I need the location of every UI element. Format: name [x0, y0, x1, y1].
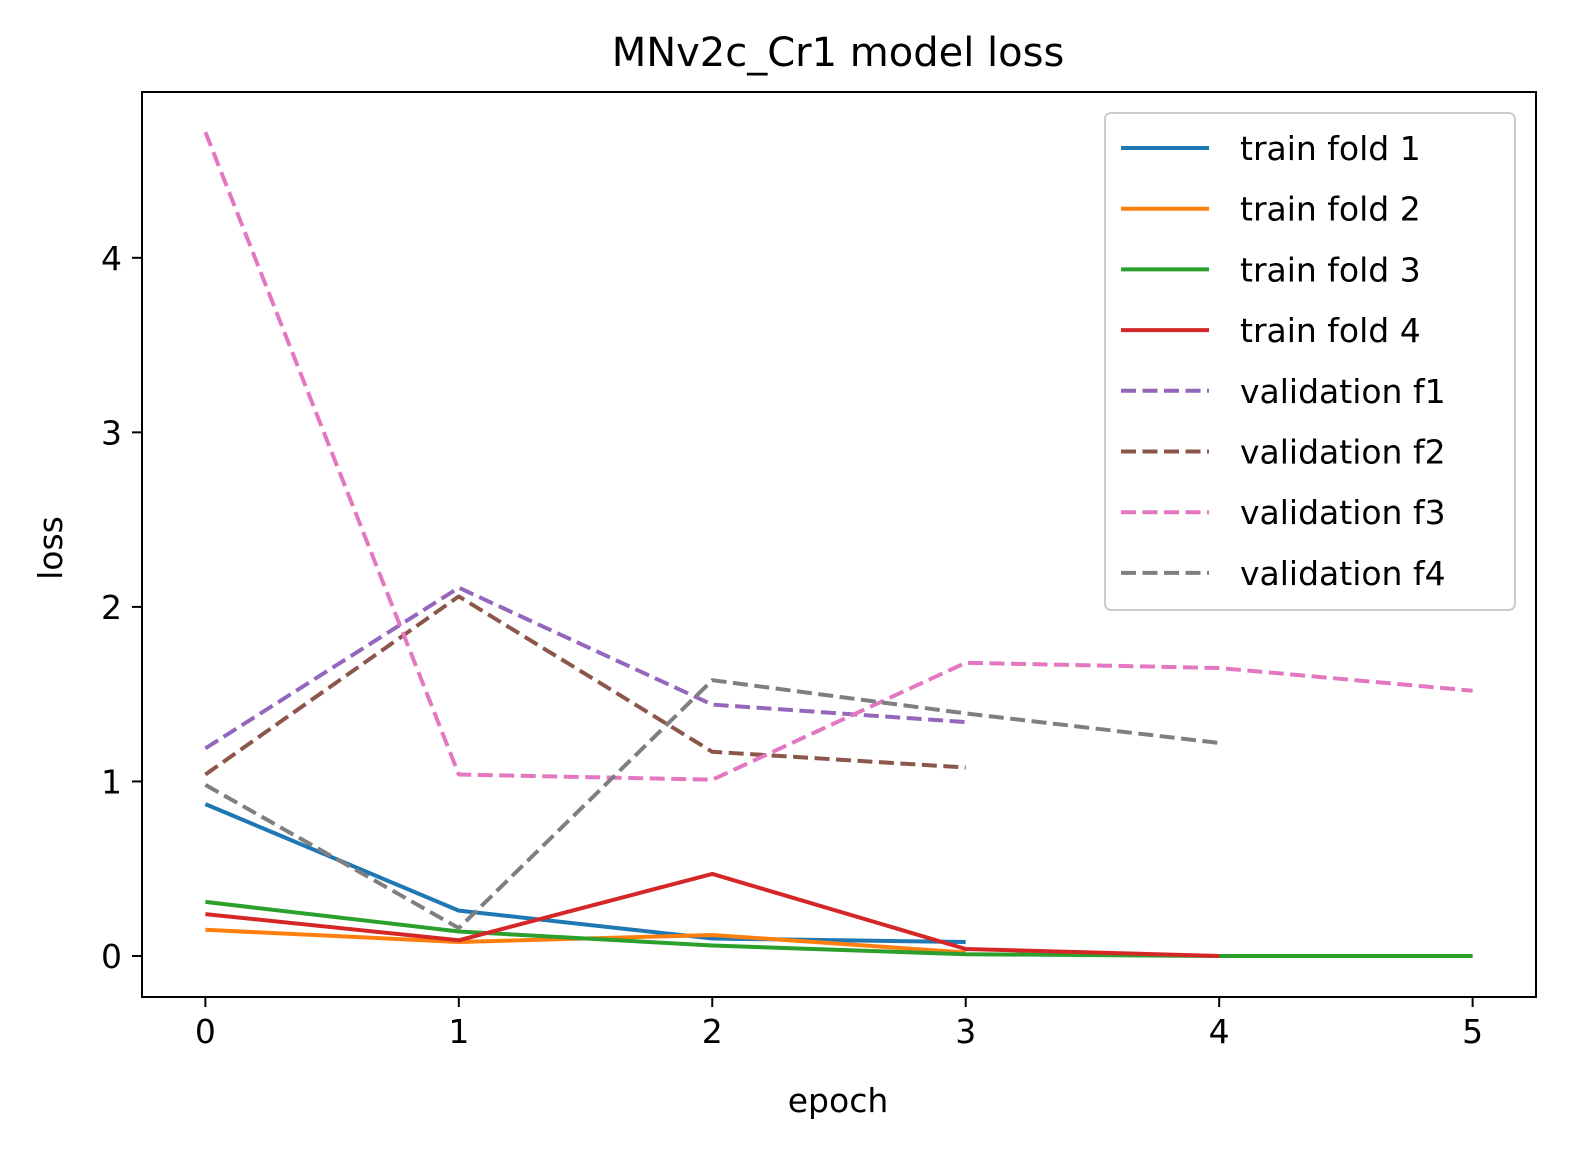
y-tick-label: 2 [101, 588, 122, 627]
x-tick-label: 2 [702, 1012, 723, 1051]
series-line-validation-f4 [204, 678, 1220, 931]
y-tick-label: 3 [101, 413, 122, 452]
legend-label-validation-f4: validation f4 [1240, 554, 1446, 593]
series-line-train-fold-4 [205, 871, 1220, 958]
legend-label-train-fold-3: train fold 3 [1240, 250, 1421, 289]
series-layer [203, 131, 1473, 958]
legend-label-validation-f2: validation f2 [1240, 433, 1446, 472]
legend-box [1104, 112, 1516, 611]
plot-frame [141, 91, 1537, 998]
x-tick-label: 5 [1462, 1012, 1483, 1051]
legend-label-train-fold-4: train fold 4 [1240, 311, 1421, 350]
legend-label-train-fold-2: train fold 2 [1240, 190, 1421, 229]
x-axis-label: epoch [788, 1081, 889, 1120]
legend: train fold 1 train fold 2 train fold 3 trai… [1104, 112, 1516, 611]
series-line-train-fold-1 [204, 802, 966, 944]
series-line-validation-f2 [204, 594, 966, 777]
x-tick-label: 4 [1209, 1012, 1230, 1051]
y-tick-label: 4 [101, 239, 122, 278]
legend-items: train fold 1 train fold 2 train fold 3 trai… [1121, 129, 1446, 593]
x-tick-label: 1 [448, 1012, 469, 1051]
chart-title: MNv2c_Cr1 model loss [612, 30, 1065, 76]
y-tick-label: 1 [101, 762, 122, 801]
x-tick-label: 3 [955, 1012, 976, 1051]
series-line-train-fold-3 [205, 899, 1473, 958]
series-line-validation-f3 [203, 131, 1473, 782]
legend-label-train-fold-1: train fold 1 [1240, 129, 1421, 168]
ticks-layer: 0 1 2 3 4 5 0 1 2 3 4 [101, 239, 1483, 1051]
y-tick-label: 0 [101, 937, 122, 976]
legend-label-validation-f3: validation f3 [1240, 493, 1446, 532]
x-tick-label: 0 [195, 1012, 216, 1051]
series-line-validation-f1 [204, 585, 966, 750]
legend-label-validation-f1: validation f1 [1240, 372, 1446, 411]
y-axis-label: loss [31, 516, 70, 580]
